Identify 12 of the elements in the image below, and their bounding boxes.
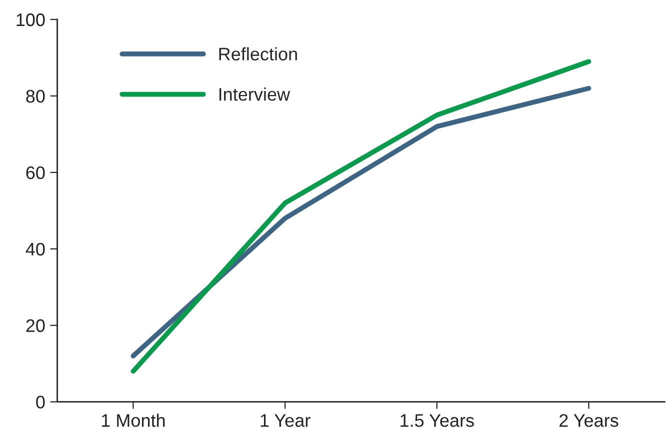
- y-tick-label: 80: [26, 90, 45, 103]
- y-tick-label: 100: [16, 13, 45, 26]
- y-tick-label: 60: [26, 166, 45, 180]
- y-tick-label: 20: [26, 319, 45, 332]
- y-tick-label: 40: [26, 242, 45, 256]
- x-tick-label: 1 Month: [102, 414, 165, 427]
- x-tick-label: 2 Years: [560, 414, 618, 427]
- x-tick-label: 1.5 Years: [400, 414, 474, 427]
- legend-label: Reflection: [219, 47, 297, 60]
- x-tick-label: 1 Year: [260, 414, 310, 427]
- y-tick-label: 0: [36, 396, 45, 409]
- legend-label: Interview: [219, 88, 290, 101]
